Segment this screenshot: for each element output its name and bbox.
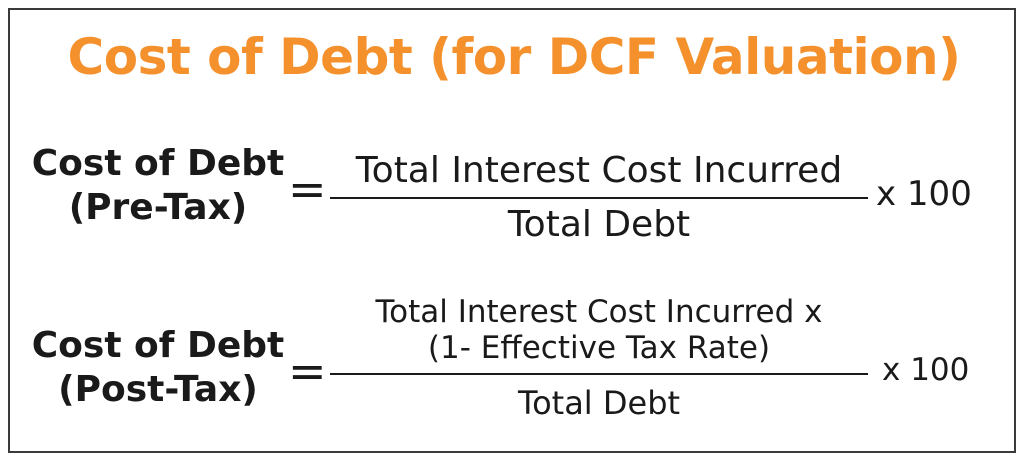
post-tax-fraction-bar <box>330 373 868 375</box>
pre-tax-label: Cost of Debt (Pre-Tax) <box>28 142 288 230</box>
post-tax-label: Cost of Debt (Post-Tax) <box>28 324 288 412</box>
pre-tax-label-line2: (Pre-Tax) <box>68 187 248 228</box>
pre-tax-numerator: Total Interest Cost Incurred <box>355 150 843 191</box>
post-tax-label-line1: Cost of Debt <box>31 325 285 366</box>
pre-tax-fraction-bar <box>330 197 868 199</box>
pre-tax-equals-sign: = <box>288 162 327 216</box>
post-tax-numerator-line2: (1- Effective Tax Rate) <box>427 330 771 366</box>
post-tax-equals-sign: = <box>288 344 327 398</box>
diagram-title: Cost of Debt (for DCF Valuation) <box>67 28 961 86</box>
post-tax-label-line2: (Post-Tax) <box>58 369 258 410</box>
post-tax-multiplier: x 100 <box>882 352 970 388</box>
post-tax-numerator-line1: Total Interest Cost Incurred x <box>375 294 823 330</box>
post-tax-numerator: Total Interest Cost Incurred x (1- Effec… <box>330 294 868 366</box>
pre-tax-multiplier: x 100 <box>876 174 972 214</box>
pre-tax-label-line1: Cost of Debt <box>31 143 285 184</box>
pre-tax-denominator: Total Debt <box>507 204 691 245</box>
post-tax-denominator: Total Debt <box>517 384 681 422</box>
diagram-frame: Cost of Debt (for DCF Valuation) Cost of… <box>8 8 1016 453</box>
